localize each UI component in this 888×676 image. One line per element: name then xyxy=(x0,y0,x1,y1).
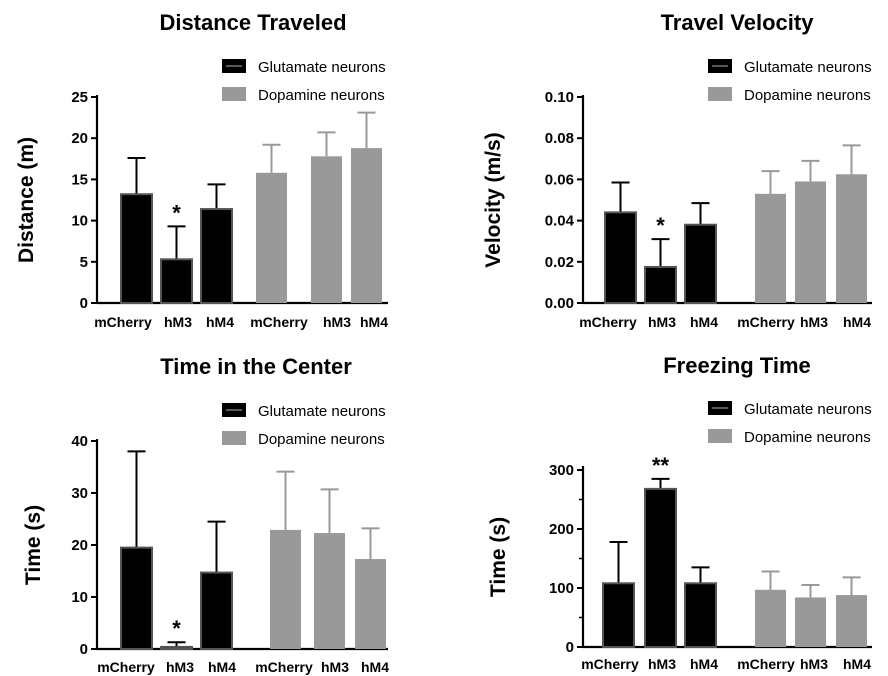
y-tick-label: 100 xyxy=(549,580,574,597)
significance-marker: * xyxy=(172,616,181,641)
category-label: mCherry xyxy=(250,314,308,330)
category-label: hM4 xyxy=(690,656,718,672)
bar xyxy=(351,148,382,303)
y-tick-label: 40 xyxy=(71,433,88,450)
category-label: hM3 xyxy=(166,659,194,675)
category-label: hM3 xyxy=(800,314,828,330)
chart-title: Distance Traveled xyxy=(159,10,346,35)
bar xyxy=(160,258,193,305)
chart-title: Time in the Center xyxy=(160,354,352,379)
bar xyxy=(644,487,677,648)
bar xyxy=(602,582,635,649)
significance-marker: ** xyxy=(652,453,670,478)
bar xyxy=(160,645,193,650)
y-tick-label: 25 xyxy=(71,89,88,106)
bar xyxy=(314,533,345,649)
category-label: hM3 xyxy=(321,659,349,675)
bar xyxy=(270,529,301,649)
bar xyxy=(836,174,867,303)
chart-panel-1: Distance Traveled Distance (m) 0 5 10 15 20 25 *… xyxy=(15,10,388,330)
category-label: hM4 xyxy=(208,659,236,675)
bar xyxy=(120,193,153,304)
significance-marker: * xyxy=(656,213,665,238)
significance-marker: * xyxy=(172,200,181,225)
legend-label: Dopamine neurons xyxy=(744,429,871,446)
y-tick-label: 0.04 xyxy=(545,213,575,230)
legend-swatch xyxy=(708,87,732,101)
bar xyxy=(120,546,153,650)
bar xyxy=(684,582,717,649)
y-tick-label: 0.06 xyxy=(545,171,574,188)
y-tick-label: 0.02 xyxy=(545,254,574,271)
y-tick-label: 0.00 xyxy=(545,295,574,312)
y-tick-label: 20 xyxy=(71,537,88,554)
legend-swatch xyxy=(708,429,732,443)
category-label: hM4 xyxy=(843,656,871,672)
y-tick-label: 5 xyxy=(80,254,88,271)
category-label: mCherry xyxy=(737,656,795,672)
bar xyxy=(684,223,717,304)
bar xyxy=(200,571,233,650)
category-label: mCherry xyxy=(579,314,637,330)
y-tick-label: 10 xyxy=(71,213,88,230)
y-tick-label: 300 xyxy=(549,462,574,479)
legend-label: Dopamine neurons xyxy=(258,87,385,104)
y-tick-label: 200 xyxy=(549,521,574,538)
y-axis-label: Velocity (m/s) xyxy=(482,132,505,267)
bar xyxy=(755,193,786,303)
y-tick-label: 0.08 xyxy=(545,130,574,147)
y-tick-label: 0 xyxy=(80,295,88,312)
category-label: mCherry xyxy=(94,314,152,330)
bar xyxy=(755,589,786,647)
chart-title: Travel Velocity xyxy=(661,10,815,35)
bar xyxy=(311,156,342,303)
category-label: hM3 xyxy=(800,656,828,672)
legend-label: Dopamine neurons xyxy=(744,87,871,104)
y-tick-label: 0.10 xyxy=(545,89,574,106)
y-tick-label: 0 xyxy=(80,641,88,658)
category-label: hM3 xyxy=(648,656,676,672)
y-tick-label: 30 xyxy=(71,485,88,502)
y-axis-label: Time (s) xyxy=(22,505,45,585)
y-tick-label: 0 xyxy=(566,639,574,656)
legend-swatch xyxy=(222,87,246,101)
category-label: mCherry xyxy=(581,656,639,672)
y-axis-label: Distance (m) xyxy=(15,137,38,263)
y-tick-label: 10 xyxy=(71,589,88,606)
category-label: hM4 xyxy=(843,314,871,330)
chart-panel-4: Freezing Time Time (s) 0 100 200 300 ** mCherry… xyxy=(487,353,872,672)
legend-label: Glutamate neurons xyxy=(258,403,386,420)
y-tick-label: 20 xyxy=(71,130,88,147)
bar xyxy=(644,265,677,305)
category-label: mCherry xyxy=(737,314,795,330)
category-label: hM3 xyxy=(164,314,192,330)
legend-swatch xyxy=(222,431,246,445)
category-label: hM4 xyxy=(206,314,234,330)
bar xyxy=(355,559,386,649)
y-tick-label: 15 xyxy=(71,171,88,188)
chart-title: Freezing Time xyxy=(663,353,811,378)
bar xyxy=(256,172,287,303)
category-label: hM3 xyxy=(648,314,676,330)
legend-label: Glutamate neurons xyxy=(744,59,872,76)
bar xyxy=(795,181,826,303)
category-label: hM4 xyxy=(361,659,389,675)
legend-label: Glutamate neurons xyxy=(258,59,386,76)
y-axis-label: Time (s) xyxy=(487,517,510,597)
category-label: hM3 xyxy=(323,314,351,330)
category-label: mCherry xyxy=(255,659,313,675)
chart-panel-3: Time in the Center Time (s) 0 10 20 30 40 * mChe… xyxy=(22,354,389,675)
legend-label: Dopamine neurons xyxy=(258,431,385,448)
chart-panel-2: Travel Velocity Velocity (m/s) 0.00 0.02 0.0… xyxy=(482,10,872,330)
category-label: hM4 xyxy=(360,314,388,330)
category-label: mCherry xyxy=(97,659,155,675)
legend-label: Glutamate neurons xyxy=(744,401,872,418)
bar xyxy=(836,595,867,647)
bar xyxy=(604,211,637,304)
bar xyxy=(795,597,826,647)
bar xyxy=(200,208,233,304)
category-label: hM4 xyxy=(690,314,718,330)
